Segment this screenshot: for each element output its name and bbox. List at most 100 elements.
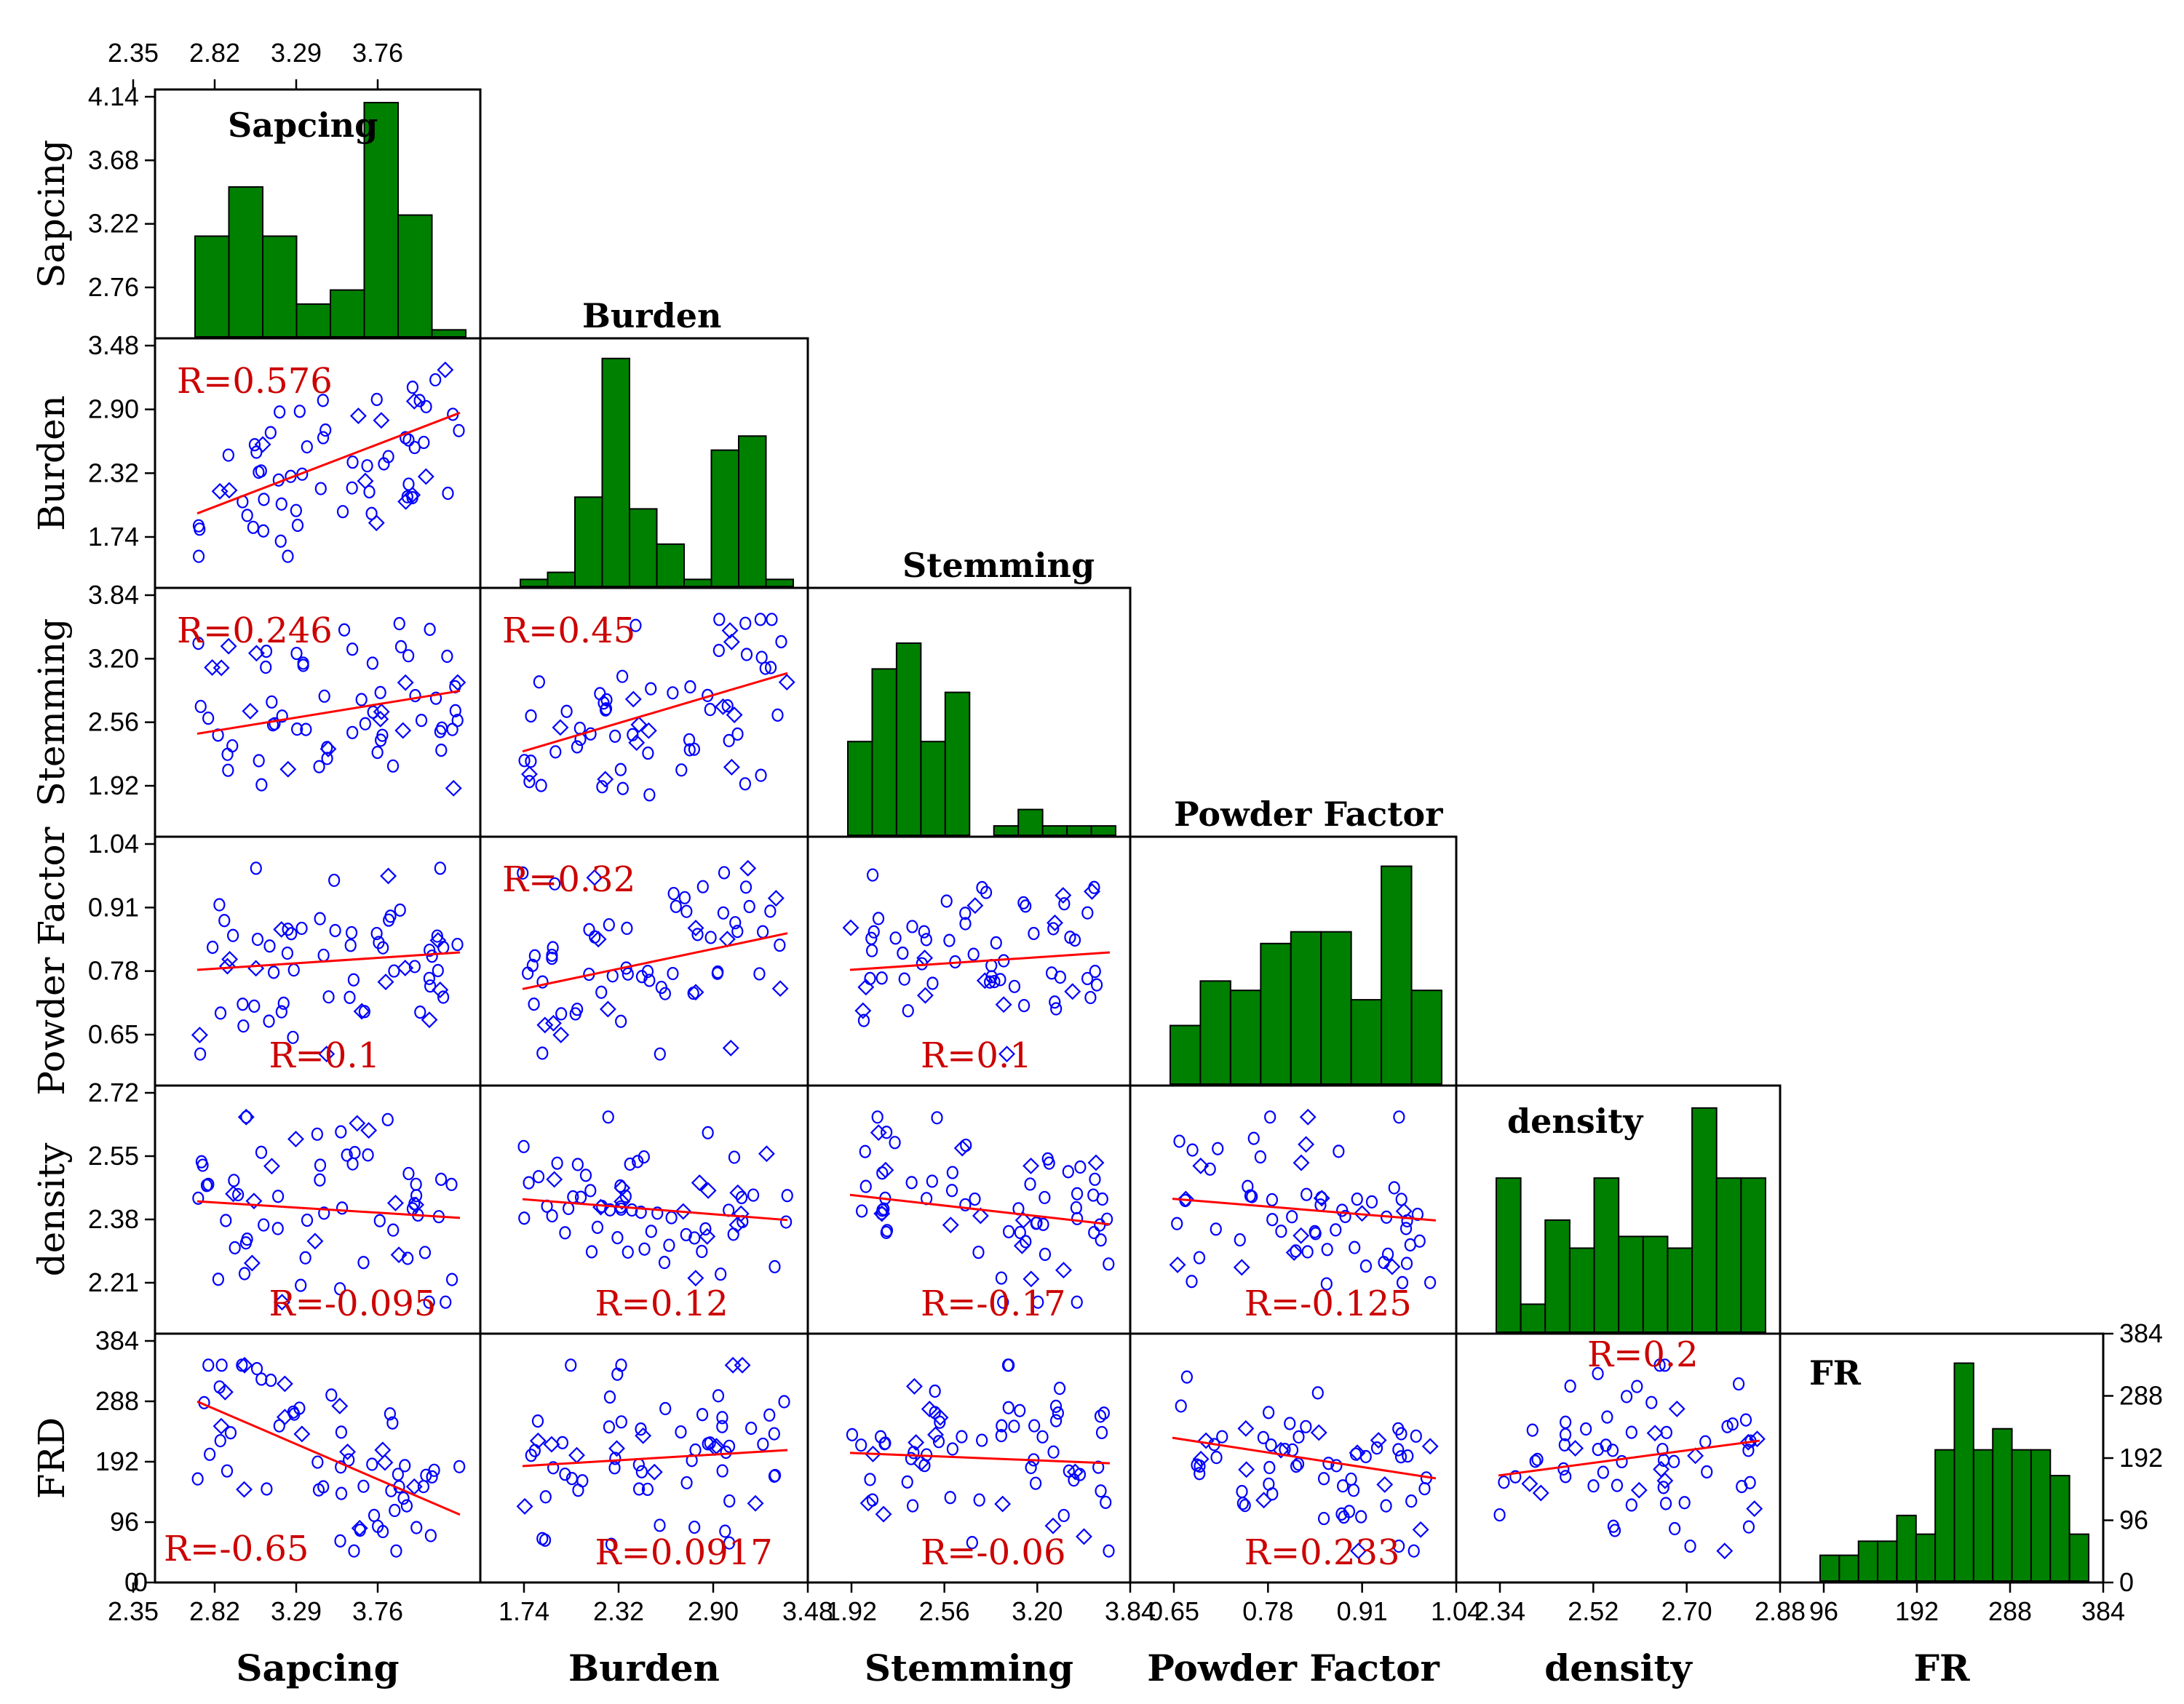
- scatter-point-r3-c2-6: [1081, 971, 1094, 986]
- scatter-point-r4-c2-36: [959, 1198, 972, 1212]
- scatter-point-r4-c0-47: [434, 1172, 448, 1186]
- histogram-bar-fr-1: [1838, 1554, 1859, 1582]
- scatter-point-r3-c0-8: [423, 971, 435, 985]
- scatter-point-r4-c2-26: [1037, 1217, 1049, 1231]
- scatter-point-r5-c2-56: [944, 1491, 956, 1505]
- scatter-point-r3-c0-29: [394, 903, 406, 917]
- histogram-bar-powder-factor-4: [1290, 931, 1322, 1085]
- scatter-point-r2-c1-27: [640, 722, 657, 739]
- fit-line-r4-c2: [849, 1193, 1111, 1226]
- scatter-point-r5-c4-62: [1592, 1366, 1604, 1380]
- scatter-point-r4-c3-23: [1354, 1205, 1371, 1222]
- scatter-point-r4-c2-38: [969, 1192, 981, 1206]
- scatter-point-r5-c0-63: [389, 1503, 401, 1518]
- scatter-point-r4-c2-61: [881, 1224, 894, 1238]
- scatter-point-r2-c0-19: [429, 691, 442, 705]
- scatter-point-r5-c4-5: [1493, 1508, 1506, 1522]
- scatter-point-r5-c2-28: [875, 1505, 892, 1523]
- correlation-label-r2-c1: R=0.45: [502, 610, 635, 651]
- scatter-point-r5-c1-50: [704, 1436, 716, 1450]
- scatter-point-r5-c2-5: [1049, 1399, 1063, 1413]
- scatter-point-r5-c2-32: [1057, 1508, 1070, 1523]
- scatter-point-r1-c0-50: [401, 490, 413, 503]
- scatter-point-r4-c3-22: [1266, 1213, 1279, 1227]
- scatter-point-r5-c1-8: [716, 1464, 728, 1478]
- scatter-point-r5-c2-52: [996, 1419, 1008, 1433]
- scatter-point-r2-c0-0: [393, 617, 405, 631]
- scatter-point-r4-c3-16: [1186, 1143, 1199, 1157]
- scatter-point-r4-c0-36: [237, 1108, 255, 1126]
- scatter-point-r5-c4-28: [1558, 1438, 1571, 1452]
- scatter-point-r2-c0-4: [346, 642, 359, 656]
- scatter-point-r3-c0-57: [273, 920, 290, 938]
- scatter-point-r2-c0-55: [260, 645, 273, 658]
- scatter-point-r5-c3-19: [1239, 1499, 1251, 1513]
- scatter-point-r4-c1-29: [584, 1184, 597, 1198]
- scatter-point-r2-c0-48: [220, 637, 237, 655]
- scatter-point-r4-c0-11: [360, 1122, 378, 1139]
- scatter-point-r5-c3-61: [1317, 1472, 1330, 1486]
- scatter-point-r3-c0-44: [263, 939, 276, 953]
- scatter-point-r5-c3-54: [1355, 1510, 1367, 1524]
- scatter-point-r4-c1-48: [728, 1150, 741, 1164]
- scatter-point-r3-c1-14: [739, 880, 753, 894]
- correlation-label-r3-c2: R=0.1: [921, 1035, 1032, 1076]
- histogram-bar-burden-3: [601, 357, 630, 587]
- scatter-point-r4-c3-9: [1210, 1222, 1222, 1236]
- scatter-point-r2-c0-40: [415, 713, 428, 728]
- scatter-point-r3-c0-9: [268, 966, 280, 979]
- y-tick-label-r3-1: 0.78: [88, 956, 139, 986]
- scatter-point-r4-c2-57: [1031, 1216, 1043, 1230]
- scatter-point-r4-c2-59: [1087, 1154, 1105, 1171]
- scatter-point-r3-c1-9: [711, 966, 723, 980]
- scatter-point-r5-c1-49: [724, 1356, 742, 1374]
- scatter-point-r5-c3-15: [1266, 1487, 1279, 1501]
- scatter-point-r5-c0-60: [293, 1425, 311, 1443]
- scatter-point-r2-c1-49: [667, 686, 679, 700]
- scatter-point-r5-c2-8: [921, 1401, 938, 1418]
- scatter-point-r5-c0-13: [399, 1459, 411, 1473]
- histogram-bar-burden-6: [683, 578, 712, 587]
- scatter-point-r5-c1-43: [528, 1444, 541, 1457]
- scatter-point-r2-c1-1: [721, 698, 734, 713]
- y-tick-label-r4-1: 2.38: [88, 1204, 139, 1234]
- scatter-point-r2-c1-10: [642, 747, 654, 760]
- scatter-point-r5-c1-29: [608, 1440, 625, 1457]
- scatter-point-r3-c0-14: [328, 873, 341, 888]
- scatter-point-r4-c1-10: [699, 1182, 717, 1199]
- scatter-point-r2-c0-11: [451, 713, 464, 728]
- scatter-point-r3-c0-45: [329, 923, 341, 938]
- scatter-point-r5-c2-29: [1103, 1544, 1115, 1558]
- scatter-point-r4-c3-38: [1383, 1258, 1401, 1275]
- scatter-point-r2-c0-15: [386, 759, 400, 773]
- correlation-label-r3-c1: R=0.32: [502, 859, 635, 900]
- scatter-point-r3-c2-48: [959, 917, 972, 931]
- scatter-point-r3-c1-57: [731, 925, 744, 939]
- scatter-point-r5-c2-34: [966, 1536, 978, 1550]
- scatter-point-r3-c2-27: [867, 925, 880, 939]
- scatter-point-r5-c2-42: [1001, 1358, 1014, 1372]
- scatter-point-r1-c0-33: [418, 435, 430, 450]
- scatter-point-r4-c2-8: [995, 1271, 1008, 1285]
- scatter-point-r2-c0-53: [204, 658, 221, 676]
- scatter-point-r5-c4-35: [1659, 1497, 1672, 1510]
- x-tick-label-c2-3: 3.84: [1105, 1596, 1156, 1626]
- correlation-label-r1-c0: R=0.576: [177, 361, 333, 402]
- scatter-point-r3-c2-13: [897, 946, 909, 960]
- scatter-point-r1-c0-8: [264, 426, 277, 439]
- scatter-point-r2-c1-5: [764, 661, 777, 674]
- histogram-bar-density-8: [1691, 1107, 1718, 1333]
- scatter-point-r3-c1-8: [696, 880, 709, 893]
- fit-line-r3-c0: [196, 951, 461, 971]
- scatter-point-r2-c0-36: [446, 722, 458, 736]
- scatter-point-r3-c0-47: [247, 960, 265, 977]
- scatter-point-r5-c4-61: [1716, 1542, 1734, 1560]
- fit-line-r5-c0: [196, 1400, 461, 1516]
- scatter-point-r4-c2-35: [856, 1204, 868, 1218]
- scatter-point-r3-c2-3: [857, 1014, 870, 1027]
- histogram-bar-fr-5: [1915, 1533, 1937, 1582]
- scatter-point-r3-c2-1: [959, 907, 972, 920]
- histogram-bar-powder-factor-0: [1170, 1024, 1202, 1085]
- scatter-point-r5-c2-63: [865, 1445, 882, 1462]
- scatter-point-r5-c0-49: [366, 1457, 378, 1471]
